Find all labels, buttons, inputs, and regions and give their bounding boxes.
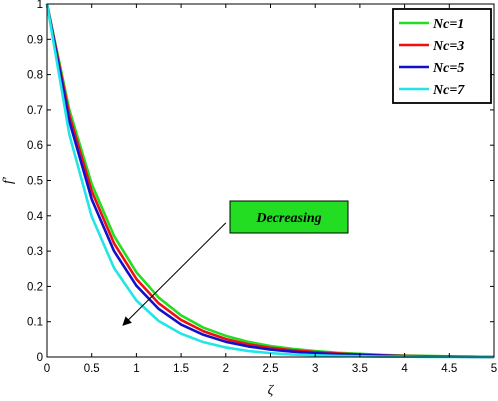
decreasing-annotation: Decreasing: [122, 200, 349, 326]
y-tick-label: 0.9: [27, 34, 43, 46]
x-tick-label: 4: [401, 363, 408, 375]
annotation-arrow: [122, 222, 227, 326]
x-tick-label: 5: [491, 363, 497, 375]
y-tick-label: 0: [37, 352, 43, 364]
x-tick-label: 3.5: [352, 363, 368, 375]
x-tick-label: 2: [223, 363, 229, 375]
y-axis-label: f′: [1, 176, 16, 184]
legend-label-4: Nc=7: [432, 83, 465, 98]
annotation-box: [229, 200, 349, 234]
annotation-text: Decreasing: [255, 211, 321, 226]
x-tick-label: 1.5: [173, 363, 189, 375]
y-tick-label: 0.6: [27, 140, 43, 152]
y-tick-label: 0.2: [27, 281, 43, 293]
legend-box: [392, 8, 492, 104]
y-tick-label: 0.7: [27, 105, 43, 117]
legend-label-1: Nc=1: [432, 17, 464, 32]
legend: Nc=1 Nc=3 Nc=5 Nc=7: [392, 8, 492, 104]
x-axis-label: ζ: [268, 383, 275, 398]
x-tick-label: 0.5: [84, 363, 100, 375]
y-tick-label: 0.8: [27, 70, 43, 82]
legend-label-3: Nc=5: [432, 61, 464, 76]
x-tick-label: 0: [44, 363, 50, 375]
y-tick-label: 0.4: [27, 211, 44, 223]
legend-label-2: Nc=3: [432, 39, 464, 54]
x-tick-label: 3: [312, 363, 318, 375]
y-tick-label: 1: [37, 0, 43, 11]
y-tick-label: 0.1: [27, 317, 43, 329]
x-tick-label: 4.5: [441, 363, 457, 375]
y-tick-label: 0.3: [27, 246, 43, 258]
y-axis-ticks: 0 0.1 0.2 0.3 0.4 0.5 0.6 0.7 0.8 0.9 1: [27, 0, 494, 364]
y-tick-label: 0.5: [27, 176, 43, 188]
x-tick-label: 2.5: [263, 363, 279, 375]
x-tick-label: 1: [133, 363, 139, 375]
x-axis-ticks: 0 0.5 1 1.5 2 2.5 3 3.5 4 4.5 5: [44, 4, 497, 375]
